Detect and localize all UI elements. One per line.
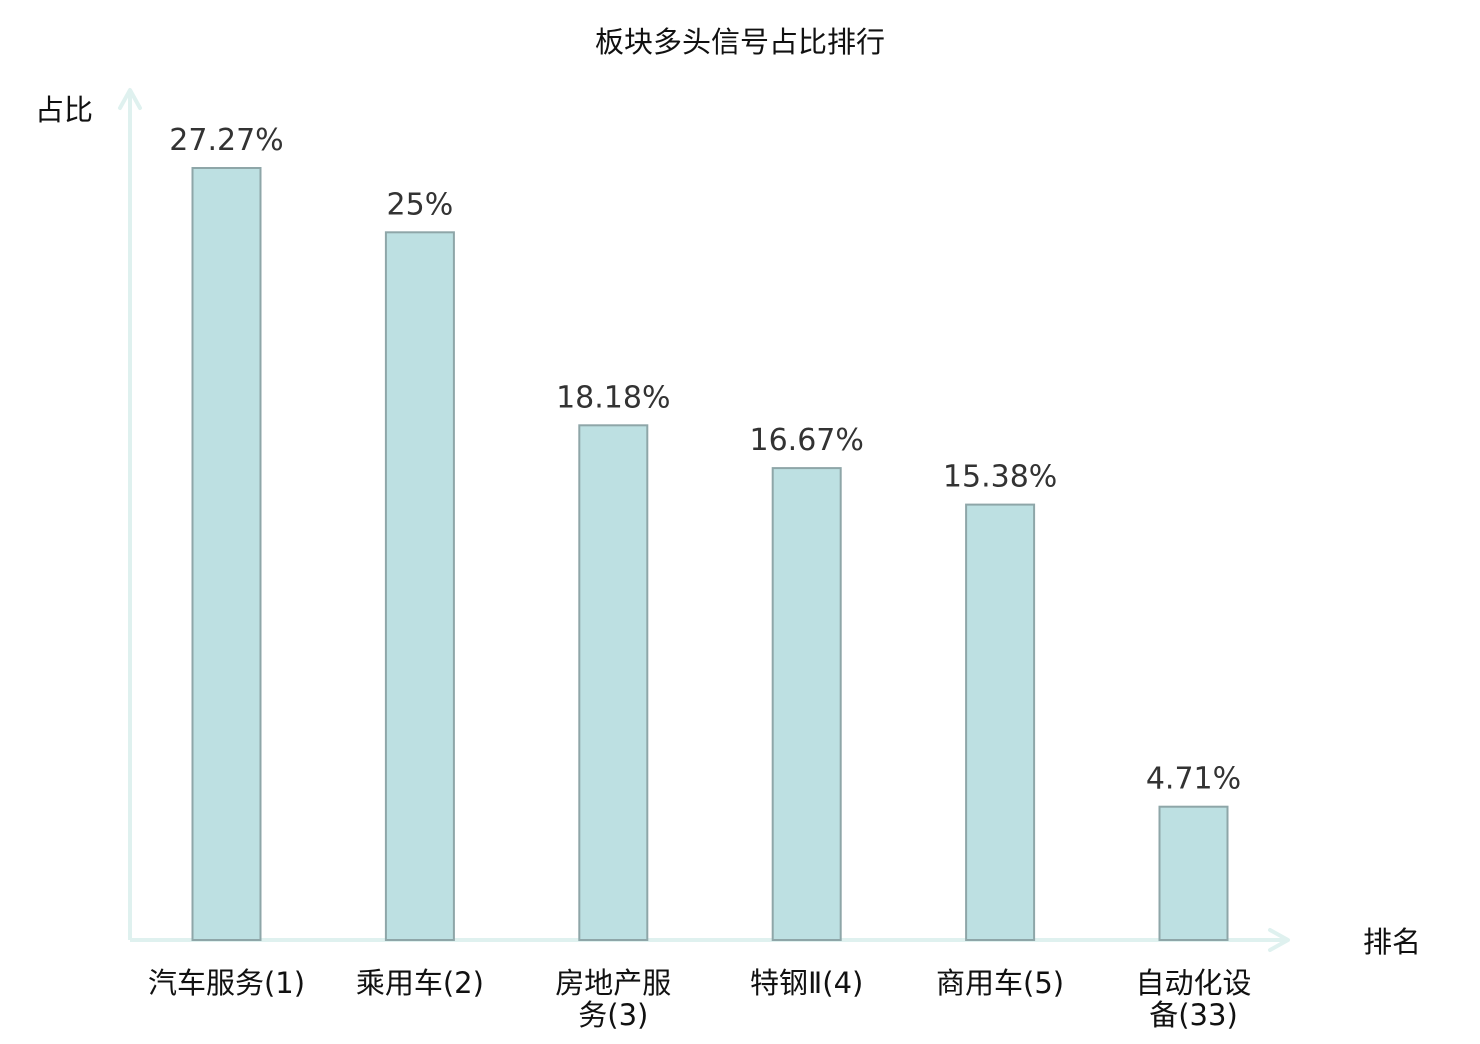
bar-3 xyxy=(578,424,649,941)
value-label-1: 27.27% xyxy=(169,123,283,158)
category-label-6-line-1: 自动化设 xyxy=(1135,966,1251,1000)
category-label-3-line-2: 务(3) xyxy=(578,998,648,1032)
value-label-6: 4.71% xyxy=(1146,762,1241,797)
chart-title: 板块多头信号占比排行 xyxy=(595,25,885,59)
bar-2 xyxy=(384,231,455,942)
bar-5 xyxy=(965,503,1036,941)
category-label-6-line-2: 备(33) xyxy=(1149,998,1238,1032)
y-axis-title: 占比 xyxy=(35,93,93,127)
bar-1 xyxy=(191,167,262,941)
value-label-4: 16.67% xyxy=(750,423,864,458)
category-label-2: 乘用车(2) xyxy=(356,966,484,1000)
category-label-1: 汽车服务(1) xyxy=(148,966,305,1000)
category-label-3-line-1: 房地产服 xyxy=(555,966,671,1000)
bar-4 xyxy=(771,467,842,941)
bars xyxy=(191,167,1229,942)
value-labels: 27.27% 25% 18.18% 16.67% 15.38% 4.71% xyxy=(169,123,1241,797)
category-label-4: 特钢Ⅱ(4) xyxy=(750,966,863,1000)
value-label-2: 25% xyxy=(387,187,454,222)
bar-6 xyxy=(1158,805,1229,942)
x-axis-arrow xyxy=(1268,928,1290,952)
category-label-5: 商用车(5) xyxy=(936,966,1064,1000)
y-axis-arrow xyxy=(118,88,142,110)
x-axis-title: 排名 xyxy=(1363,925,1421,959)
value-label-5: 15.38% xyxy=(943,460,1057,495)
value-label-3: 18.18% xyxy=(556,380,670,415)
